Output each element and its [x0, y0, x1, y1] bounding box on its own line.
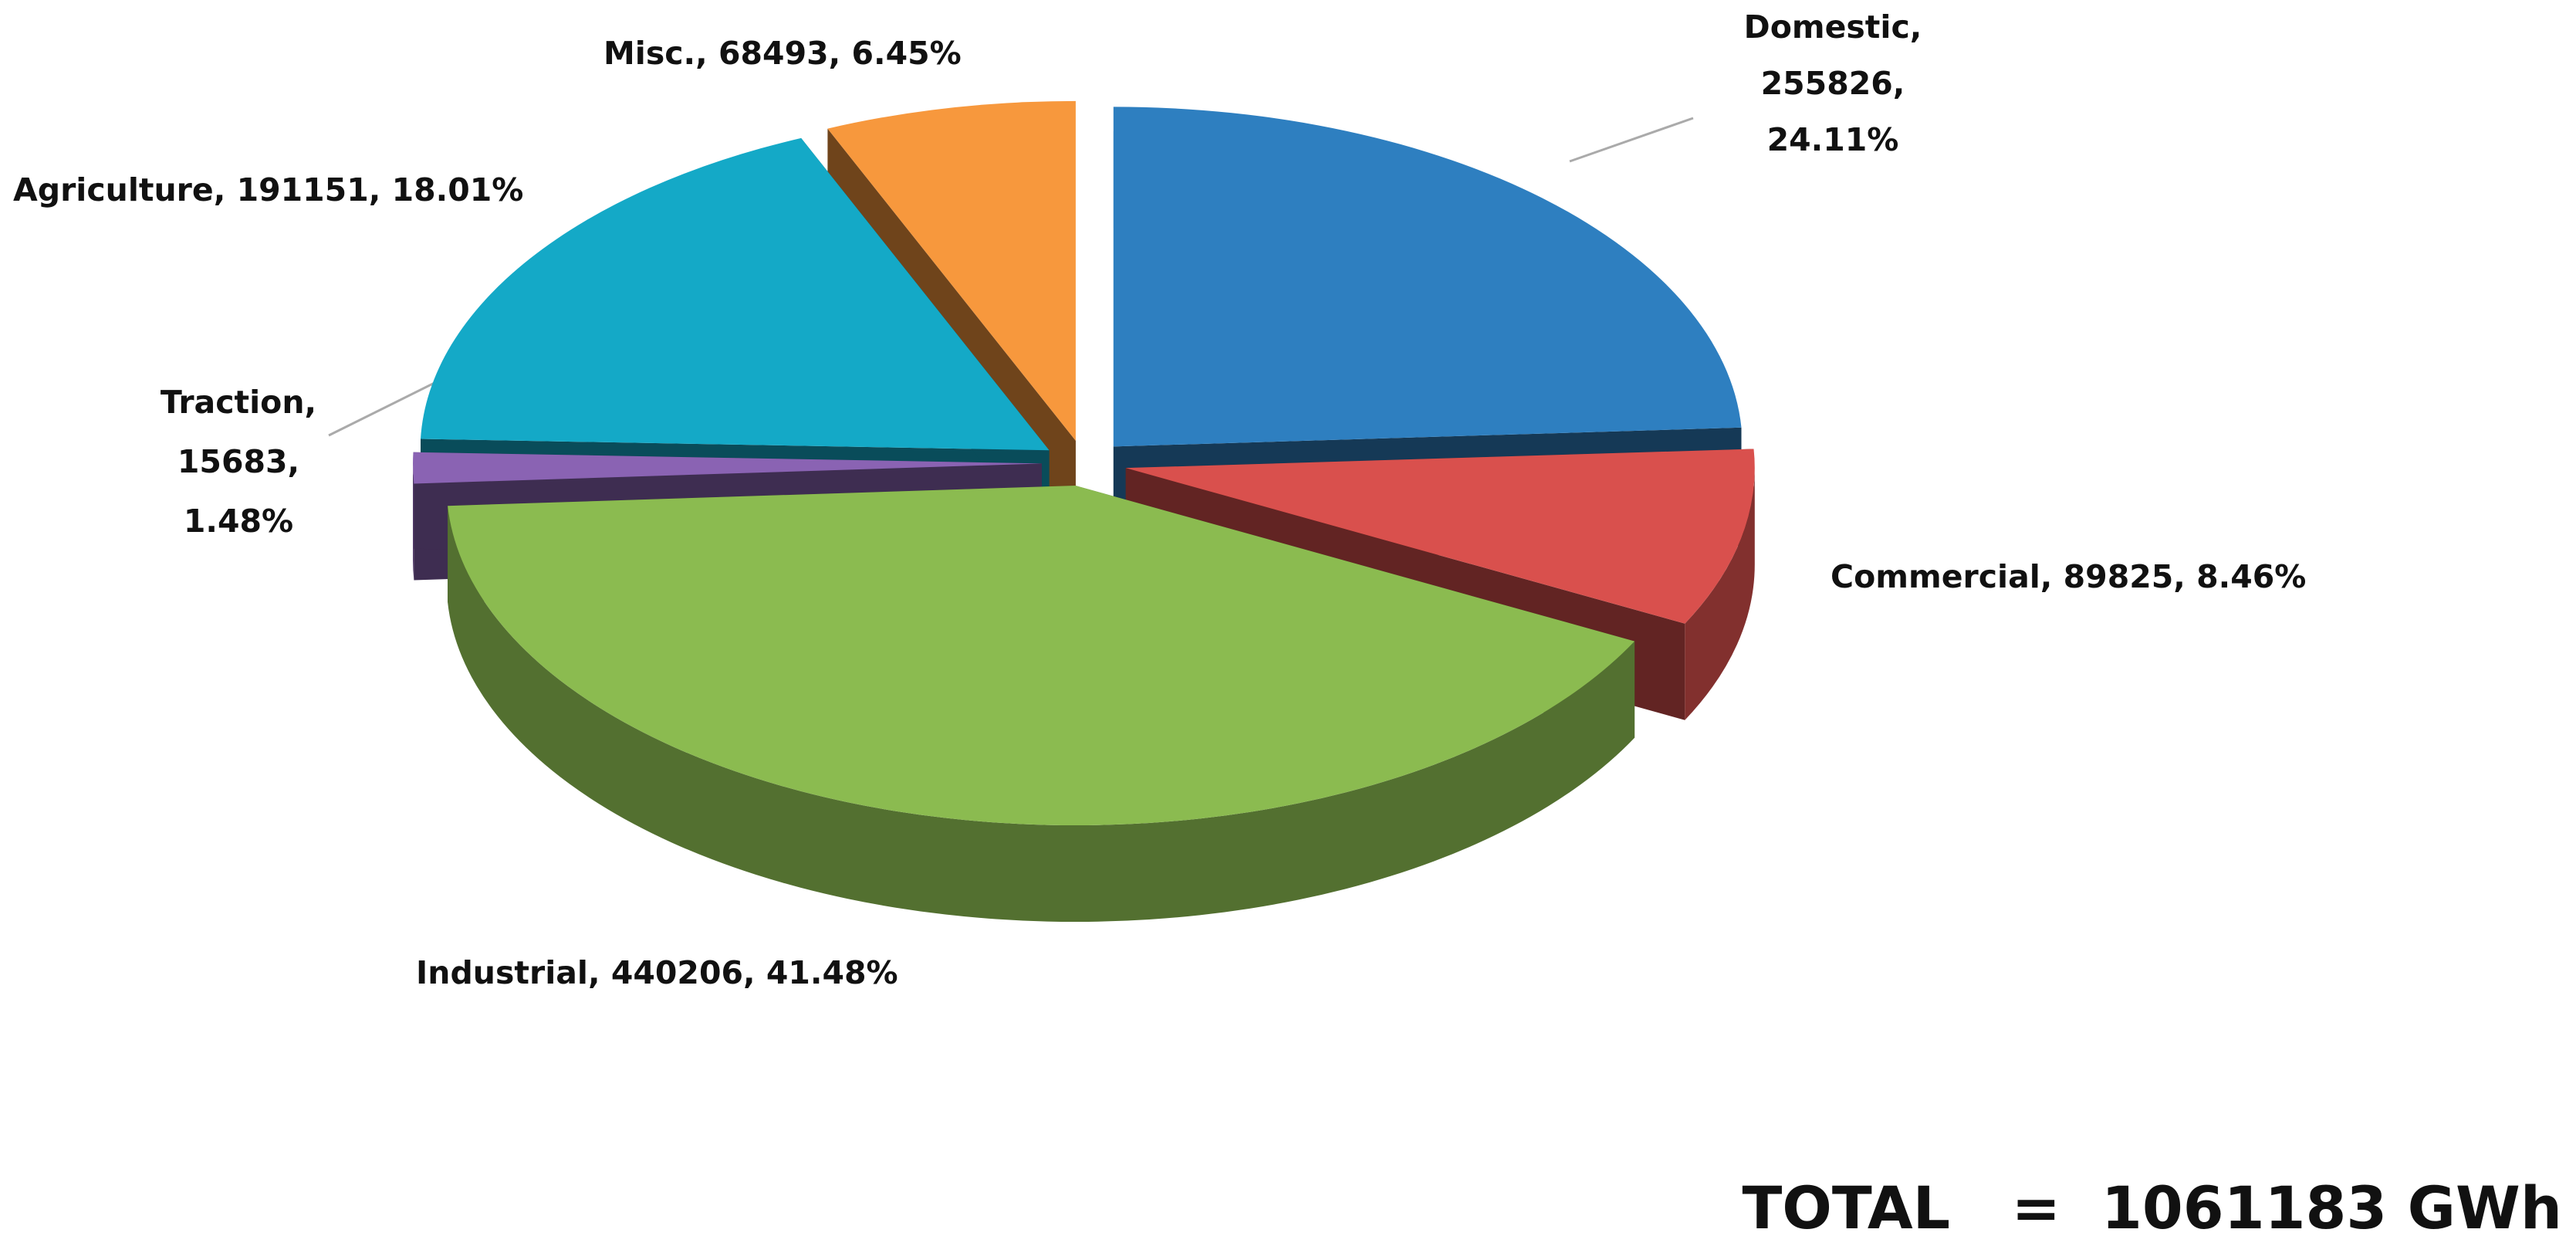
leader-line: [328, 377, 445, 437]
data-label: Domestic,: [1744, 8, 1922, 46]
data-label: Agriculture, 191151, 18.01%: [13, 171, 523, 208]
data-label: 24.11%: [1767, 121, 1899, 158]
leader-line: [1569, 117, 1694, 163]
data-label: Commercial, 89825, 8.46%: [1831, 558, 2306, 595]
slice-wall: [448, 506, 1635, 923]
slice: [827, 100, 1076, 441]
slice: [1113, 107, 1742, 447]
data-label: Traction,: [161, 384, 316, 421]
data-label: 1.48%: [184, 503, 293, 540]
data-label: 255826,: [1761, 65, 1905, 102]
data-label: 15683,: [177, 443, 299, 480]
slice: [413, 452, 1043, 484]
total-annotation: TOTAL = 1061183 GWh: [1742, 1173, 2562, 1242]
slice-wall: [1685, 468, 1755, 720]
data-label: Misc., 68493, 6.45%: [603, 35, 962, 72]
slice-group: [448, 486, 1635, 923]
slice-wall: [412, 463, 414, 581]
pie: [412, 100, 1755, 923]
slice: [421, 137, 1050, 451]
slice: [448, 486, 1635, 826]
slice: [1125, 449, 1755, 624]
data-label: Industrial, 440206, 41.48%: [416, 954, 898, 991]
